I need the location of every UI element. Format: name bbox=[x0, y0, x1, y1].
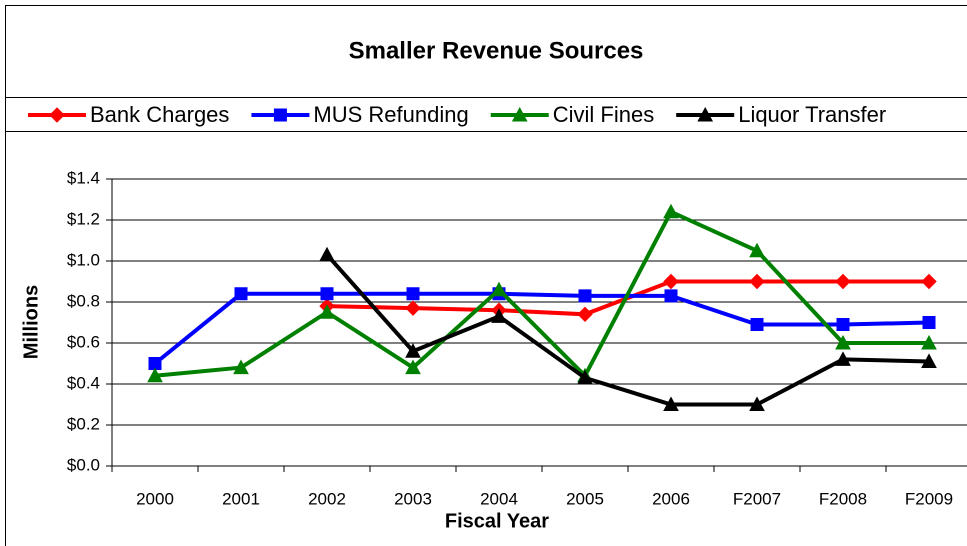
y-tick-label: $0.8 bbox=[67, 291, 100, 310]
marker bbox=[921, 353, 937, 368]
y-tick-label: $0.0 bbox=[67, 455, 100, 474]
x-tick-label: 2005 bbox=[566, 489, 604, 508]
x-tick-label: F2007 bbox=[733, 489, 781, 508]
x-tick-label: F2008 bbox=[819, 489, 867, 508]
x-tick-label: 2006 bbox=[652, 489, 690, 508]
marker bbox=[835, 273, 851, 290]
legend-label: Civil Fines bbox=[553, 102, 654, 127]
x-tick-label: 2004 bbox=[480, 489, 518, 508]
series-line bbox=[154, 209, 929, 380]
marker bbox=[921, 334, 937, 350]
legend-label: Liquor Transfer bbox=[738, 102, 886, 127]
legend-box bbox=[5, 97, 967, 132]
marker bbox=[663, 396, 679, 411]
y-tick-label: $1.4 bbox=[67, 168, 100, 187]
marker bbox=[836, 318, 850, 332]
marker bbox=[405, 343, 421, 358]
marker bbox=[750, 318, 764, 332]
marker bbox=[835, 351, 851, 366]
marker bbox=[491, 281, 507, 297]
marker bbox=[578, 289, 592, 303]
legend: Bank Charges MUS Refunding Civil Fines Liqu… bbox=[28, 102, 886, 127]
marker bbox=[577, 306, 593, 323]
marker bbox=[663, 203, 679, 219]
marker bbox=[663, 273, 679, 290]
marker bbox=[148, 357, 162, 370]
marker bbox=[491, 308, 507, 323]
series-line bbox=[153, 291, 930, 366]
x-axis-title: Fiscal Year bbox=[445, 510, 549, 532]
marker bbox=[233, 359, 249, 375]
marker bbox=[320, 287, 334, 301]
marker bbox=[697, 106, 714, 122]
marker bbox=[406, 287, 420, 301]
y-tick-label: $1.2 bbox=[67, 209, 100, 228]
legend-label: MUS Refunding bbox=[313, 102, 468, 127]
marker bbox=[49, 107, 65, 123]
marker bbox=[835, 334, 851, 350]
legend-label: Bank Charges bbox=[90, 102, 229, 127]
y-axis-title: Millions bbox=[20, 285, 42, 359]
x-tick-label: 2002 bbox=[308, 489, 346, 508]
chart-title: Smaller Revenue Sources bbox=[349, 37, 644, 64]
marker bbox=[921, 273, 937, 290]
y-tick-label: $1.0 bbox=[67, 250, 100, 269]
y-tick-label: $0.6 bbox=[67, 332, 100, 351]
series-line bbox=[325, 253, 930, 407]
marker bbox=[511, 106, 528, 122]
chart-border bbox=[5, 5, 967, 546]
marker bbox=[749, 273, 765, 290]
marker bbox=[922, 316, 936, 329]
marker bbox=[749, 396, 765, 411]
marker bbox=[147, 367, 163, 383]
marker bbox=[273, 108, 287, 122]
marker bbox=[577, 369, 593, 385]
y-tick-label: $0.2 bbox=[67, 414, 100, 433]
x-tick-label: 2001 bbox=[222, 489, 260, 508]
marker bbox=[749, 242, 765, 258]
marker bbox=[319, 304, 335, 319]
x-tick-label: 2003 bbox=[394, 489, 432, 508]
marker bbox=[319, 246, 335, 262]
marker bbox=[405, 359, 421, 375]
marker bbox=[405, 300, 421, 316]
x-tick-label: F2009 bbox=[905, 489, 953, 508]
x-tick-label: 2000 bbox=[136, 489, 174, 508]
marker bbox=[664, 289, 678, 303]
marker bbox=[234, 287, 248, 301]
y-tick-label: $0.4 bbox=[67, 373, 100, 392]
